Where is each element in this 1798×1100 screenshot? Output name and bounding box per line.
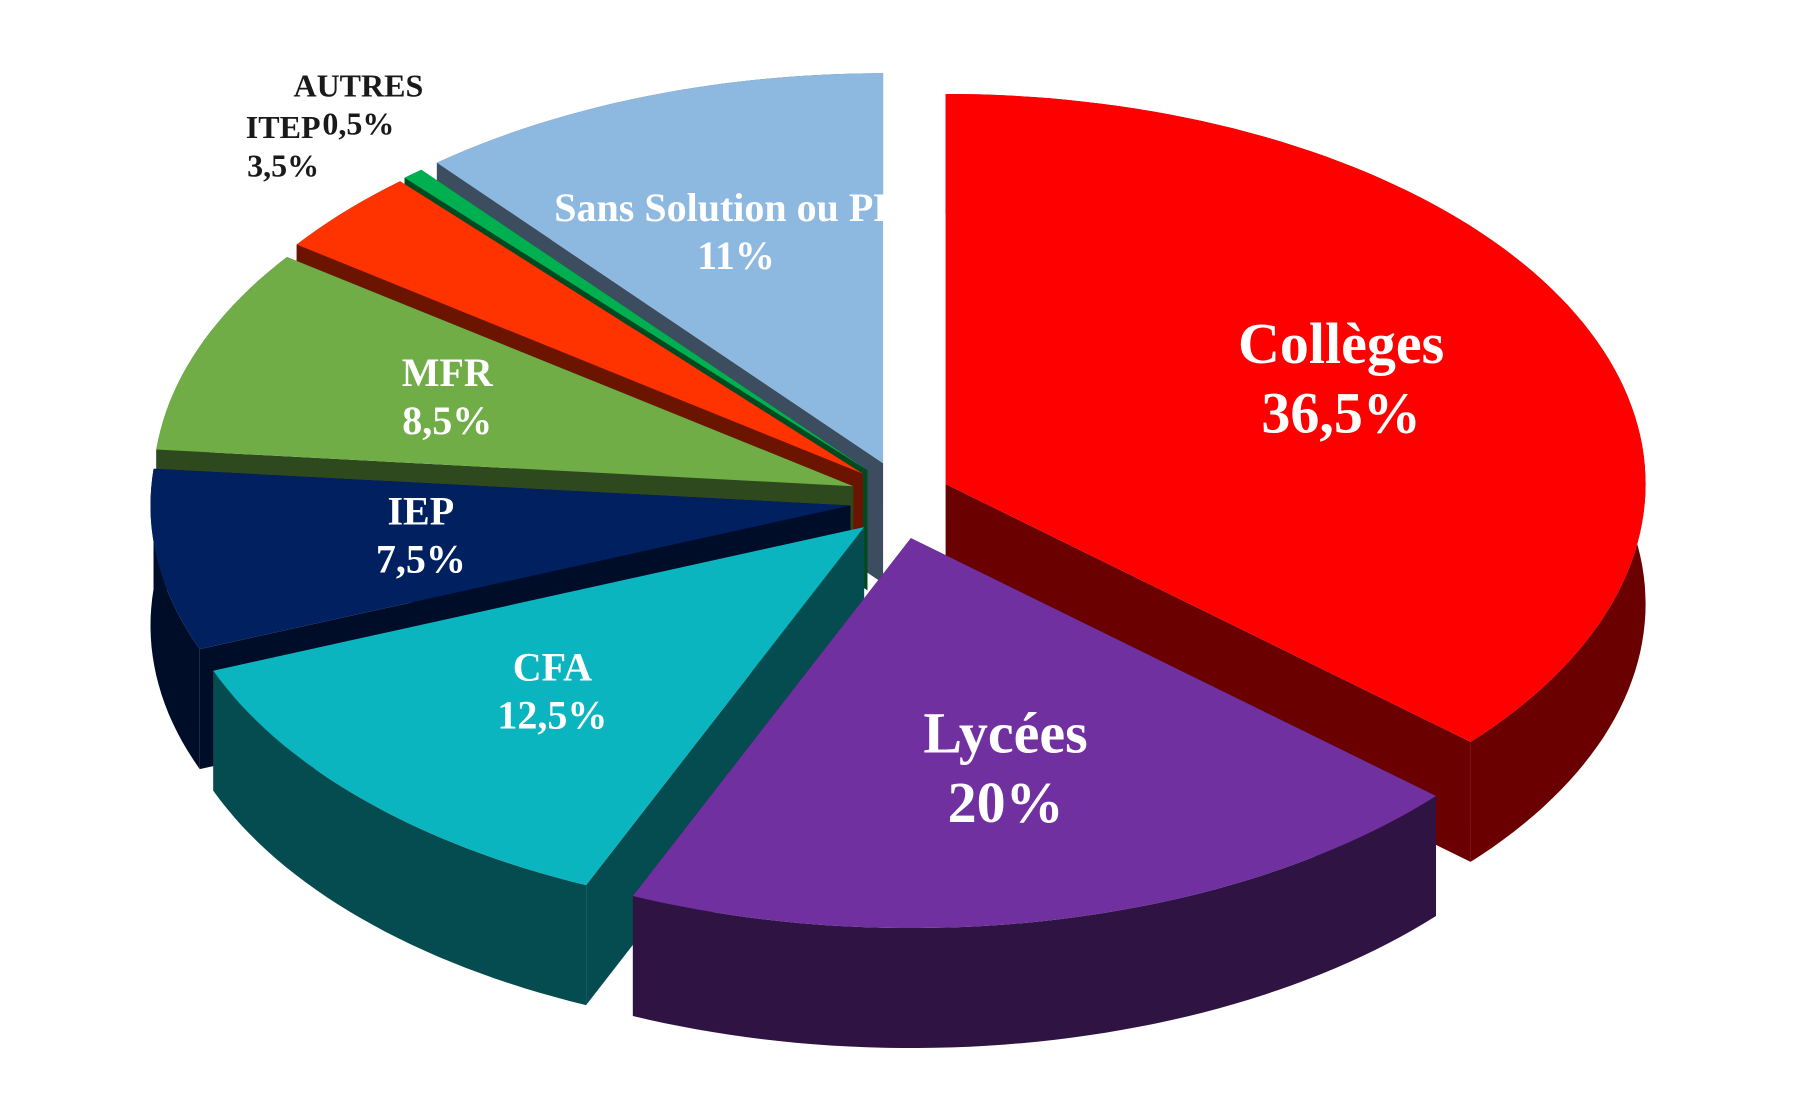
slice [632,538,1436,1048]
slice-wall [150,468,200,770]
value-label: 20% [948,770,1064,835]
slice-top [632,538,1436,928]
slice-label: AUTRES [293,67,423,103]
slice-wall [632,796,1436,1048]
slice-wall [213,670,587,1006]
slice-label: IEP [387,489,454,534]
slice-label: Sans Solution ou PRI [554,185,917,230]
value-label: 12,5% [497,693,607,738]
value-label: 8,5% [402,398,492,443]
slice-top [296,181,863,474]
slice-label: Collèges [1238,311,1444,376]
slice-label: ITEP [246,109,321,145]
value-label: 36,5% [1261,381,1421,446]
slice-top [150,468,851,650]
value-label: 0,5% [322,106,394,142]
slice-label: MFR [402,350,494,395]
value-label: 7,5% [376,537,466,582]
slice-label: CFA [513,645,592,690]
slice-top [404,169,868,471]
slice-top [156,257,854,487]
slice-label: Lycées [923,701,1087,766]
slice [213,527,865,1006]
slice-top [945,94,1646,742]
value-label: 3,5% [247,147,319,183]
value-label: 11% [697,233,775,278]
slice-top [436,73,884,464]
slice-top [213,527,865,886]
